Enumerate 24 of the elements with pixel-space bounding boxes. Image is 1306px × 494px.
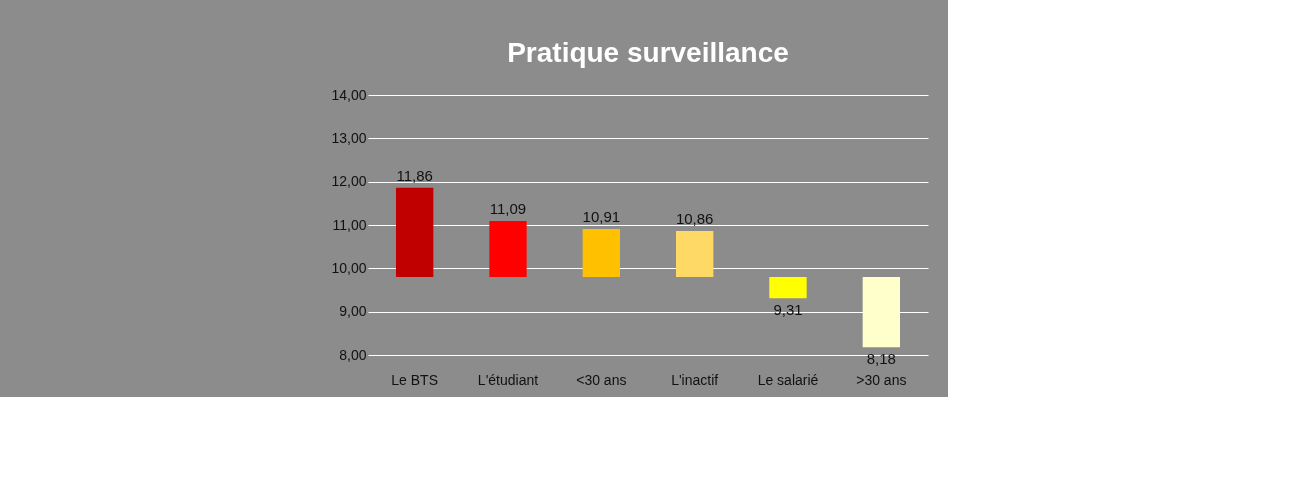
y-tick-label: 9,00 (339, 303, 367, 320)
y-tick-label: 11,00 (332, 216, 367, 233)
x-tick-label: Le BTS (391, 371, 439, 388)
y-tick-label: 14,00 (331, 86, 367, 103)
bar (489, 221, 527, 277)
y-tick-label: 13,00 (331, 129, 367, 146)
data-label: 11,86 (396, 166, 433, 184)
data-label: 11,09 (489, 200, 527, 218)
bar (396, 187, 434, 277)
x-tick-label: L'inactif (671, 371, 719, 388)
x-tick-label: <30 ans (576, 371, 627, 388)
x-tick-label: Le salarié (757, 371, 819, 388)
x-tick-label: >30 ans (856, 371, 907, 388)
data-label: 10,86 (675, 210, 714, 228)
y-tick-label: 12,00 (331, 173, 367, 190)
bar (769, 277, 807, 299)
bar (676, 231, 714, 277)
y-tick-label: 10,00 (331, 259, 367, 276)
bar (862, 277, 900, 348)
y-tick-label: 8,00 (339, 346, 367, 363)
x-tick-label: L'étudiant (477, 371, 539, 388)
bar (582, 228, 620, 277)
chart-title: Pratique surveillance (507, 37, 789, 68)
data-label: 10,91 (582, 207, 621, 225)
